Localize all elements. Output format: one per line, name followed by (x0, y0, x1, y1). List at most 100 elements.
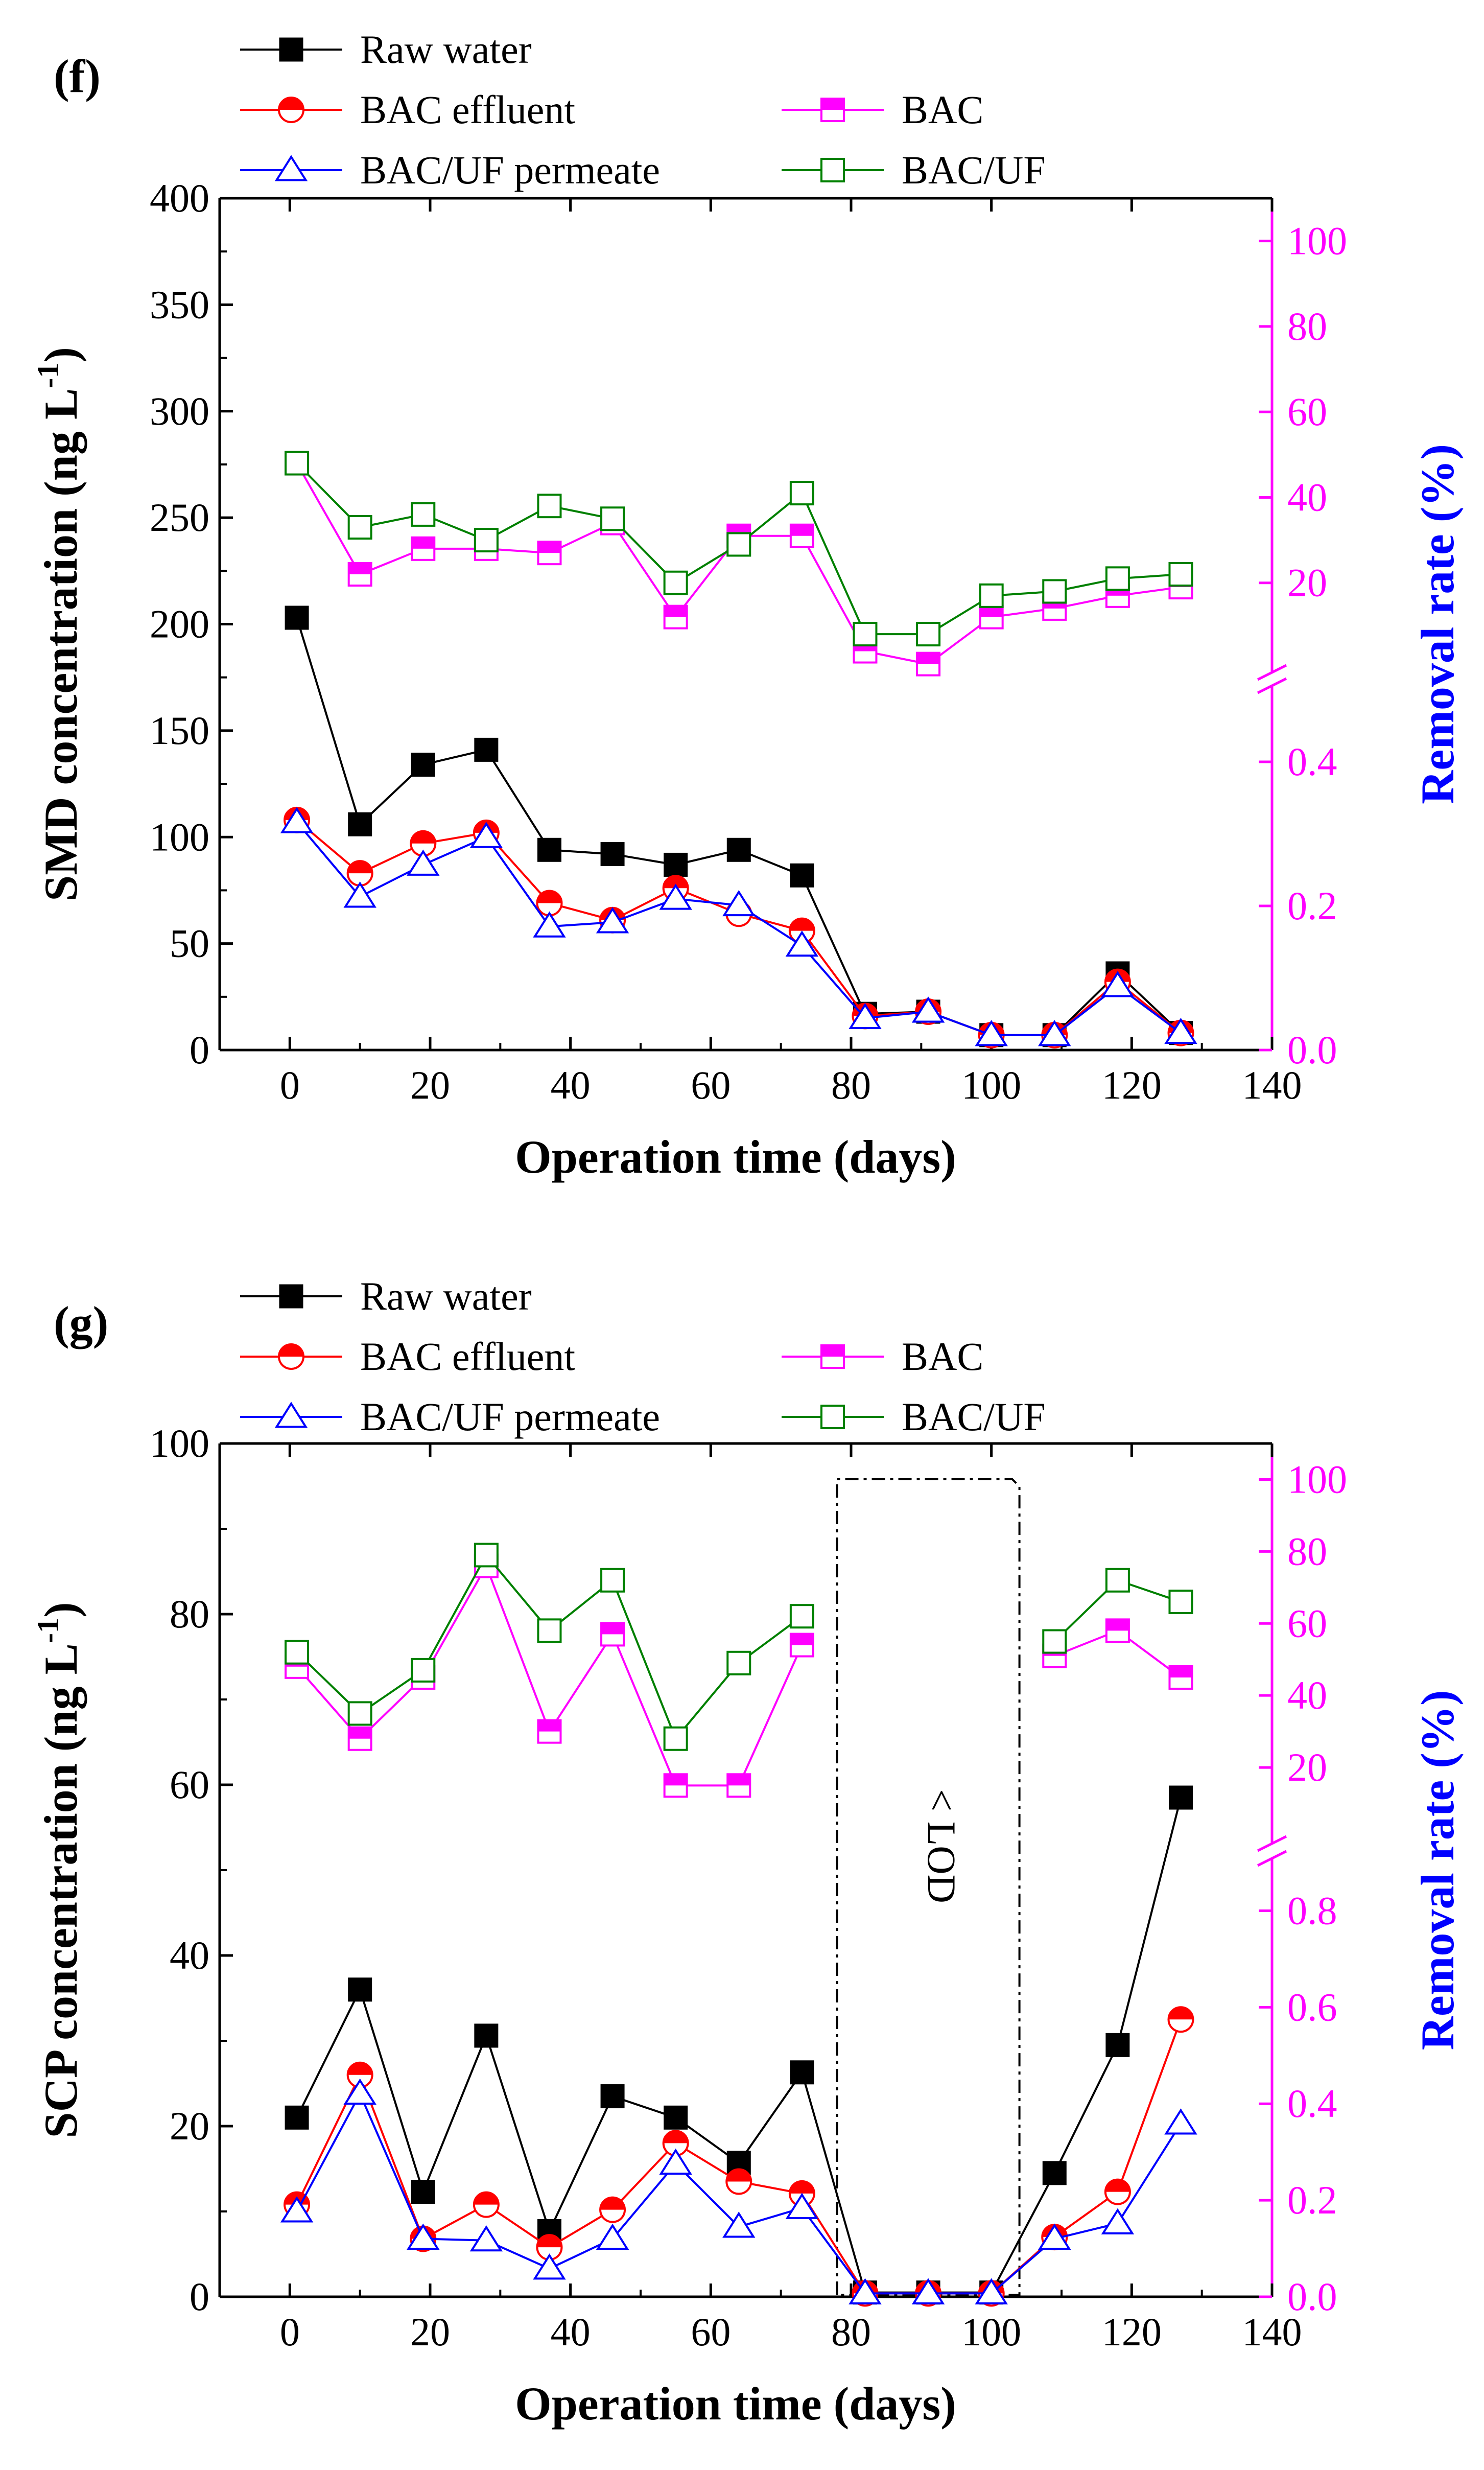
data-point (474, 528, 499, 553)
data-point (411, 2180, 435, 2204)
marker-shape (1168, 1785, 1193, 1810)
marker-shape (663, 570, 688, 595)
marker-shape (285, 451, 310, 476)
legend-item: BAC/UF (782, 1394, 1046, 1439)
data-point (789, 523, 814, 548)
data-point (285, 451, 310, 476)
marker-fill (538, 1720, 561, 1732)
legend-marker (274, 155, 308, 181)
y-axis-title: SMD concentration (ng L-1) (31, 347, 87, 901)
series-bac-uf-permeate (280, 2078, 1197, 2304)
y-axis-title: SCP concentration (ng L-1) (31, 1602, 87, 2138)
marker-shape (1168, 1590, 1193, 1614)
data-point (663, 1726, 688, 1751)
data-point (1164, 1017, 1197, 1044)
marker-fill (789, 918, 814, 931)
left-tick-label: 150 (150, 708, 209, 753)
chart-panel-f: (f) Raw water BAC effluent BAC BAC/UF permea… (31, 27, 1464, 1183)
marker-shape (348, 812, 372, 836)
marker-fill (348, 1727, 371, 1739)
data-point (726, 837, 751, 862)
data-point (469, 2225, 503, 2252)
marker-shape (726, 837, 751, 862)
bottom-tick-label: 40 (551, 1063, 591, 1107)
right-tick-label: 20 (1287, 561, 1327, 605)
legend-marker (279, 1284, 303, 1309)
left-tick-label: 400 (150, 176, 209, 220)
right-tick-label: 80 (1287, 304, 1327, 348)
marker-shape (347, 515, 372, 540)
break-stroke (1257, 1850, 1287, 1867)
marker-fill (347, 2062, 372, 2075)
data-point (664, 852, 688, 877)
data-point (1105, 1568, 1130, 1593)
marker-shape (1038, 2223, 1071, 2250)
legend-marker (278, 97, 304, 123)
data-point (722, 2211, 756, 2238)
data-point (663, 604, 688, 630)
y-axis-title-close: ) (35, 347, 87, 363)
data-point (664, 2105, 688, 2130)
data-point (347, 1726, 372, 1751)
right-tick-label: 0.2 (1287, 2178, 1337, 2222)
series-bac-uf-permeate (280, 807, 1197, 1046)
data-point (1164, 2108, 1197, 2135)
marker-shape (663, 1726, 688, 1751)
marker-shape (533, 2253, 566, 2280)
legend-marker (820, 1405, 845, 1429)
marker-fill (790, 1634, 813, 1645)
panel-label: (f) (54, 50, 101, 102)
marker-shape (1042, 1629, 1067, 1654)
marker-shape (1101, 2208, 1135, 2234)
x-axis-title: Operation time (days) (515, 2378, 956, 2430)
legend-label: BAC/UF permeate (360, 1394, 660, 1439)
marker-shape (916, 622, 941, 647)
right-tick-label: 0.4 (1287, 739, 1337, 784)
bottom-tick-label: 120 (1102, 1063, 1162, 1107)
data-point (849, 2278, 882, 2304)
bottom-tick-label: 100 (961, 1063, 1021, 1107)
marker-fill (538, 542, 561, 553)
data-point (600, 842, 625, 867)
marker-fill (821, 1345, 844, 1357)
series-bac (285, 451, 1193, 677)
data-point (916, 651, 941, 677)
marker-shape (469, 2225, 503, 2252)
marker-shape (789, 1604, 814, 1629)
legend-item: BAC effluent (240, 1334, 575, 1379)
right-tick-label: 100 (1287, 1457, 1347, 1501)
right-tick-label: 0.4 (1287, 2081, 1337, 2126)
legend-marker (274, 1402, 308, 1428)
marker-fill (980, 605, 1003, 617)
axis-break-mark (1257, 1835, 1287, 1867)
data-point (1101, 2208, 1135, 2234)
marker-shape (279, 1284, 303, 1309)
marker-shape (726, 532, 751, 557)
right-tick-label: 0.8 (1287, 1888, 1337, 1932)
data-point (789, 1604, 814, 1629)
marker-shape (348, 1977, 372, 2002)
marker-fill (412, 537, 435, 549)
legend-label: BAC/UF (902, 1394, 1046, 1439)
marker-shape (600, 506, 625, 531)
y-axis-title-main: SMD concentration (ng L (35, 388, 87, 901)
legend-label: BAC (902, 87, 983, 132)
right-tick-label: 40 (1287, 475, 1327, 519)
panel-label: (g) (54, 1297, 108, 1349)
legend-item: BAC/UF permeate (240, 1394, 660, 1439)
data-point (1168, 1665, 1193, 1690)
data-point (1167, 2006, 1194, 2033)
data-point (596, 2223, 629, 2250)
right-tick-label: 60 (1287, 1601, 1327, 1645)
data-point (280, 2196, 314, 2223)
data-point (790, 863, 814, 888)
data-point (659, 2148, 692, 2175)
left-tick-label: 100 (150, 814, 209, 859)
right-tick-label: 40 (1287, 1673, 1327, 1717)
data-point (663, 570, 688, 595)
data-point (1042, 2161, 1067, 2185)
data-point (1042, 579, 1067, 604)
data-point (1038, 1020, 1071, 1046)
data-point (473, 2191, 500, 2218)
marker-shape (280, 807, 314, 833)
